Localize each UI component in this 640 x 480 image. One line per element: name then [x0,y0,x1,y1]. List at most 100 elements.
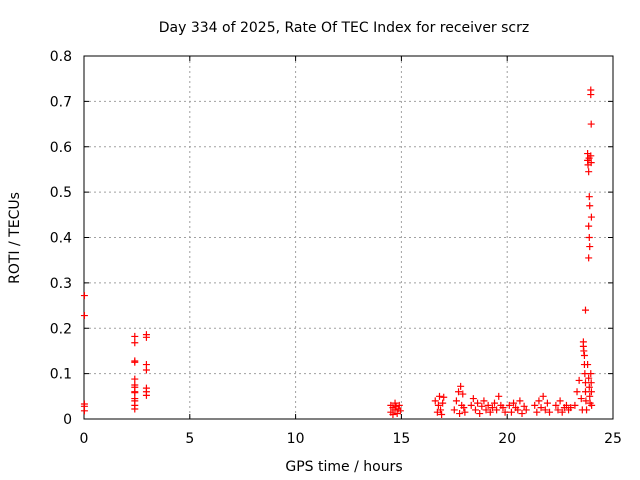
data-point [522,406,530,414]
data-points [80,86,596,418]
x-tick-label: 5 [185,431,194,447]
data-point [554,406,562,414]
data-point [586,392,594,400]
data-point [586,243,594,251]
data-point [562,401,570,409]
data-point [80,407,88,415]
data-point [499,404,507,412]
x-tick-label: 15 [392,431,410,447]
data-point [575,376,583,384]
data-point [588,401,596,409]
data-point [461,408,469,416]
data-point [505,401,513,409]
data-point [456,410,464,418]
data-point [459,390,467,398]
grid-lines [84,56,613,419]
data-point [142,333,150,341]
data-point [142,391,150,399]
data-point [440,393,448,401]
data-point [531,401,539,409]
y-tick-label: 0.6 [50,140,72,156]
data-point [438,410,446,418]
data-point [142,366,150,374]
data-point [471,406,479,414]
data-point [585,383,593,391]
data-point [584,361,592,369]
y-tick-label: 0.3 [50,276,72,292]
data-point [585,168,593,176]
data-point [450,406,458,414]
data-point [580,351,588,359]
data-point [516,397,524,405]
data-point [587,379,595,387]
data-point [395,401,403,409]
data-point [507,408,515,416]
data-point [567,404,575,412]
data-point [460,404,468,412]
data-point [533,408,541,416]
data-point [537,404,545,412]
data-point [556,397,564,405]
data-point [587,370,595,378]
data-point [391,406,399,414]
data-point [437,406,445,414]
data-point [585,254,593,262]
data-point [80,312,88,320]
data-point [552,401,560,409]
data-point [581,370,589,378]
axis-ticks: 0 5 10 15 20 25 0 0.1 0.2 0.3 0.4 0.5 0.6 0.7 0.8 [50,49,622,447]
data-point [131,405,139,413]
data-point [501,408,509,416]
data-point [587,91,595,99]
data-point [467,401,475,409]
data-point [583,406,591,414]
data-point [587,152,595,160]
data-point [586,202,594,210]
data-point [131,332,139,340]
data-point [535,397,543,405]
data-point [571,401,579,409]
data-point [520,402,528,410]
y-tick-label: 0.8 [50,49,72,65]
data-point [131,358,139,366]
y-tick-label: 0.5 [50,185,72,201]
data-point [577,395,585,403]
data-point [131,339,139,347]
data-point [455,388,463,396]
y-tick-label: 0.7 [50,94,72,110]
data-point [587,388,595,396]
data-point [488,404,496,412]
data-point [434,401,442,409]
data-point [546,408,554,416]
data-point [396,407,404,415]
data-point [457,382,465,390]
data-point [581,388,589,396]
chart-title: Day 334 of 2025, Rate Of TEC Index for r… [159,20,529,36]
data-point [495,392,503,400]
data-point [476,410,484,418]
x-tick-label: 0 [80,431,89,447]
data-point [541,406,549,414]
data-point [573,388,581,396]
data-point [585,222,593,230]
data-point [585,374,593,382]
data-point [587,159,595,167]
x-axis-title: GPS time / hours [285,459,402,475]
x-tick-label: 25 [604,431,622,447]
data-point [131,375,139,383]
data-point [558,408,566,416]
data-point [514,406,522,414]
data-point [80,292,88,300]
data-point [131,389,139,397]
y-tick-label: 0.1 [50,367,72,383]
data-point [439,399,447,407]
x-tick-label: 20 [498,431,516,447]
data-point [491,399,499,407]
data-point [480,397,488,405]
data-point [585,234,593,241]
data-point [518,410,526,418]
data-point [478,402,486,410]
data-point [391,399,399,407]
data-point [587,213,595,221]
